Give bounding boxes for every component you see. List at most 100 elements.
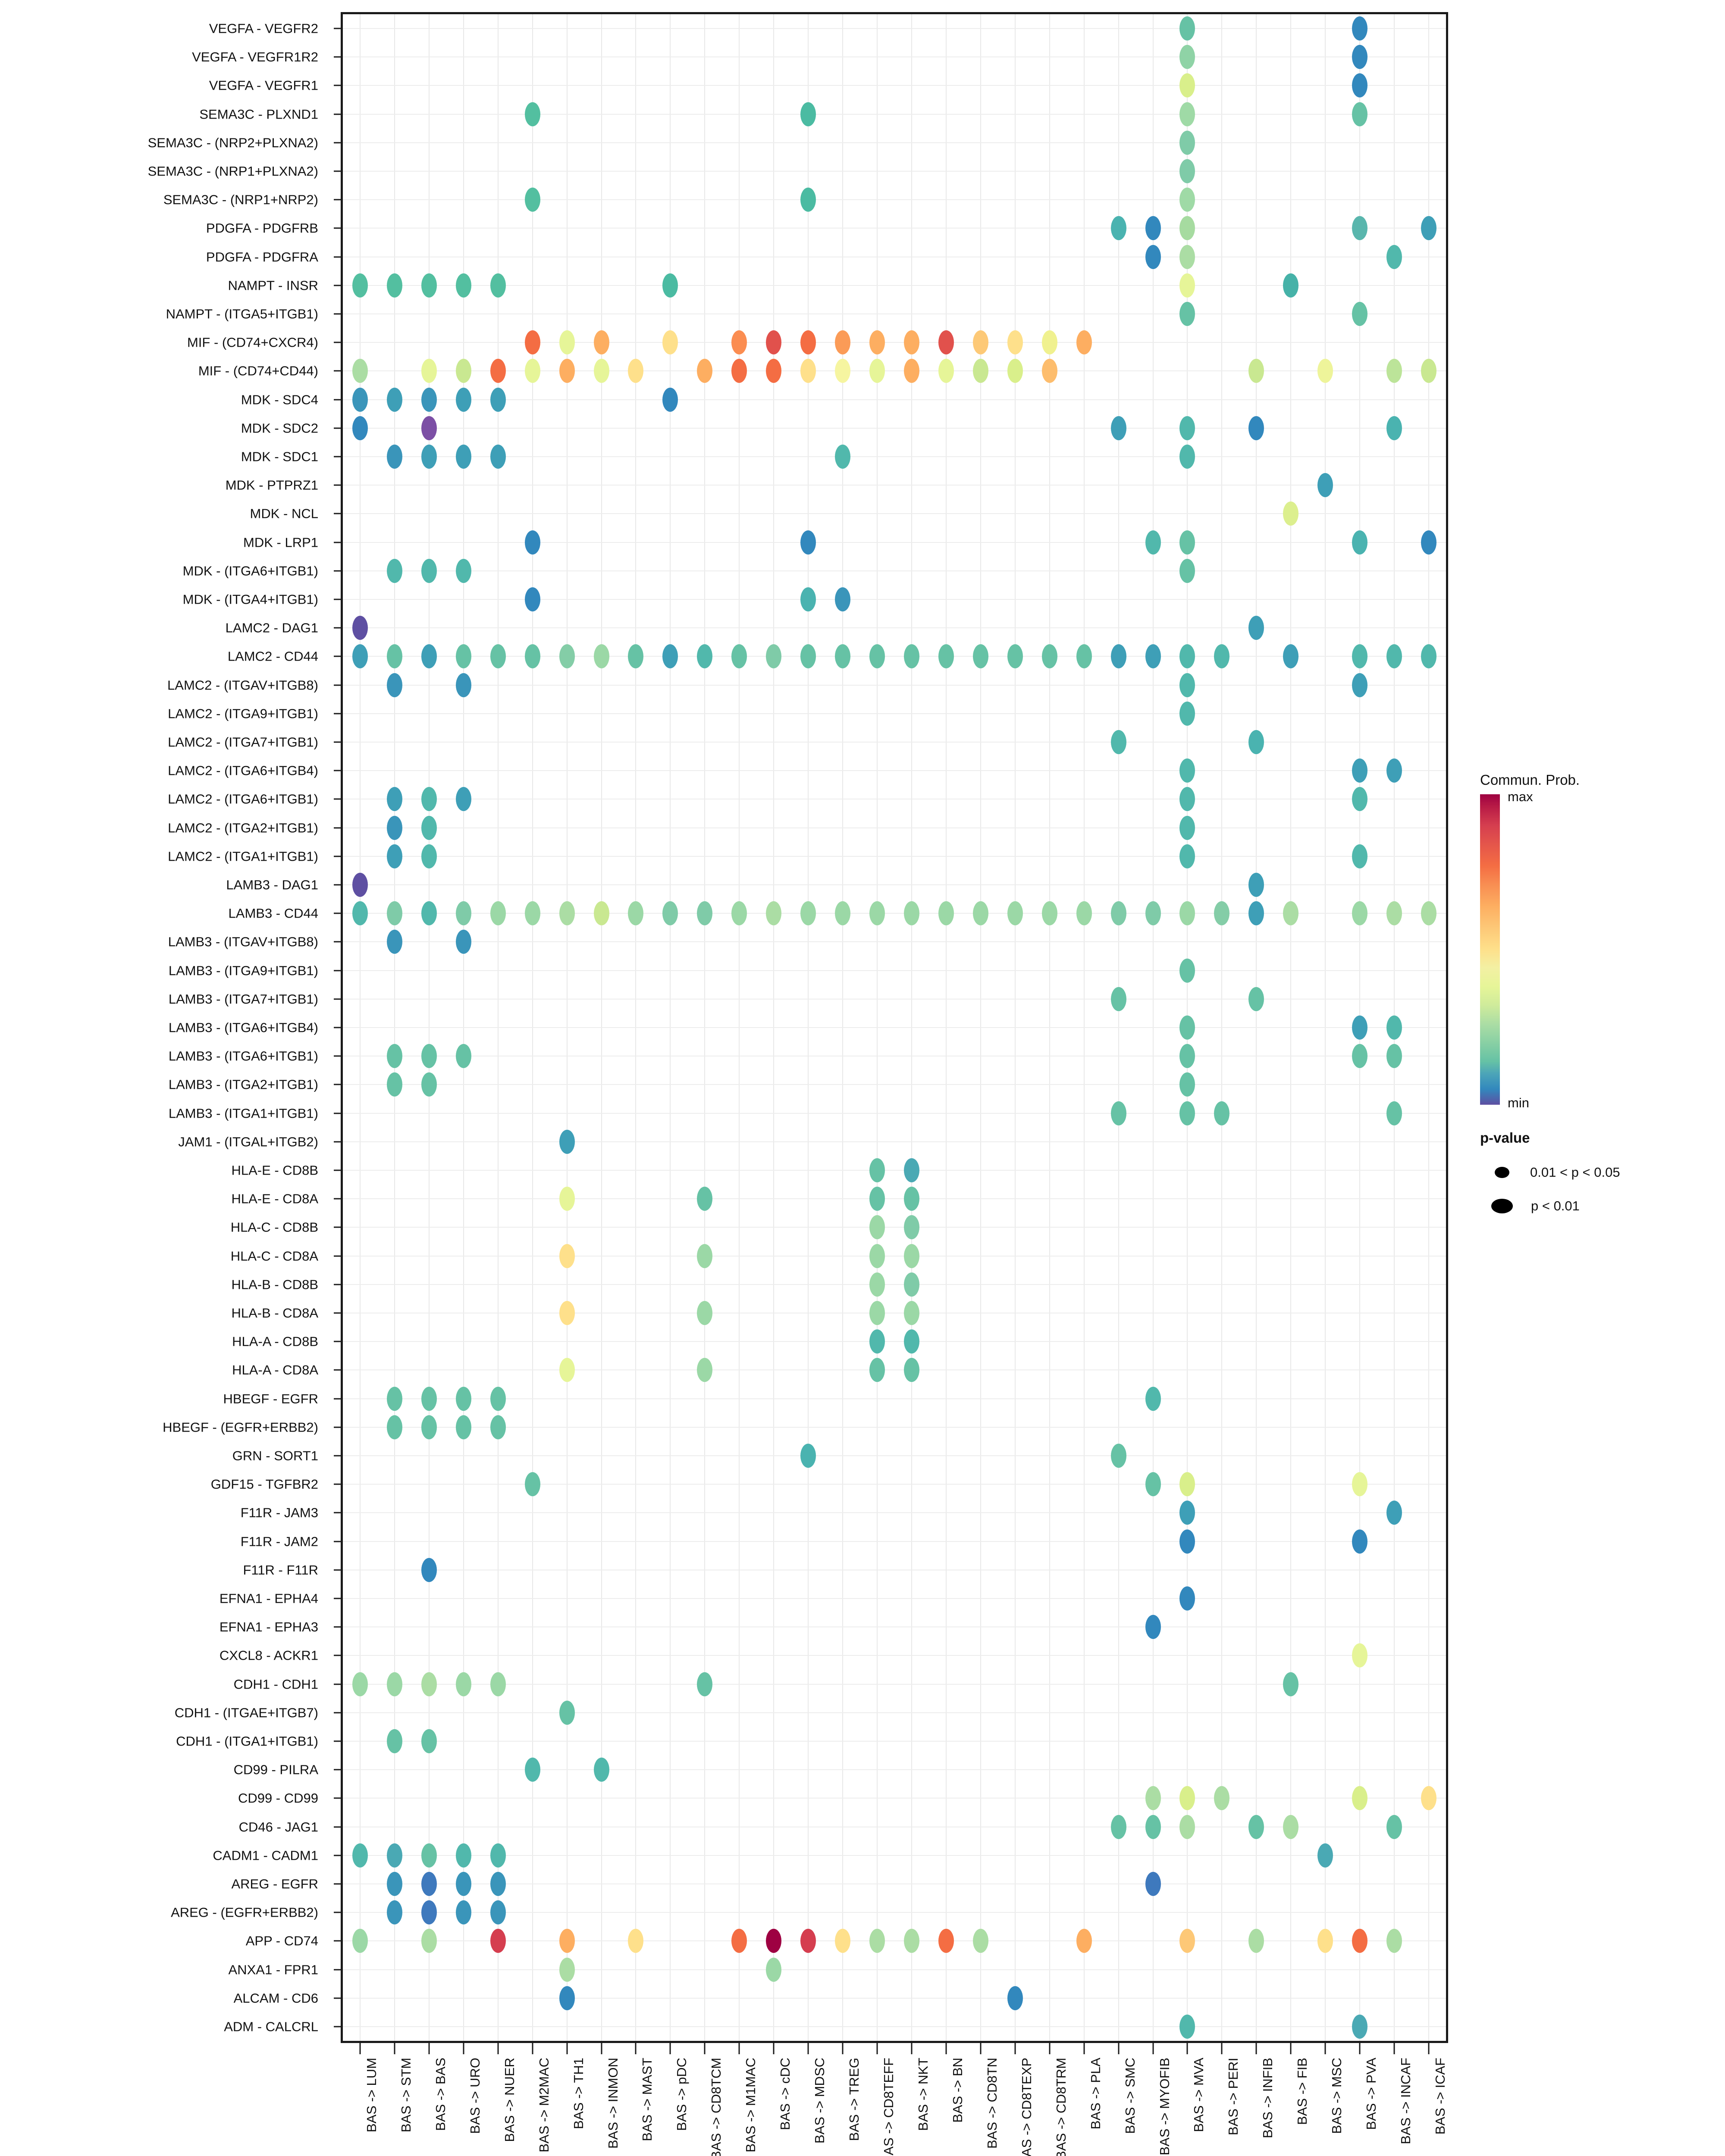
horizontal-gridline <box>343 1198 1446 1200</box>
communication-dot <box>421 1729 437 1753</box>
y-axis-tick <box>334 1826 341 1828</box>
y-axis-tick <box>334 1483 341 1485</box>
y-axis-label: LAMC2 - (ITGAV+ITGB8) <box>167 677 318 693</box>
communication-dot <box>524 530 540 555</box>
communication-dot <box>421 1386 437 1411</box>
horizontal-gridline <box>343 513 1446 514</box>
y-axis-tick <box>334 713 341 714</box>
communication-dot <box>662 273 678 298</box>
communication-dot <box>1352 901 1368 926</box>
communication-dot <box>1110 1101 1126 1125</box>
y-axis-label: LAMB3 - (ITGA2+ITGB1) <box>168 1077 318 1092</box>
y-axis-tick <box>334 684 341 686</box>
communication-dot <box>455 787 471 812</box>
communication-dot <box>593 644 609 669</box>
horizontal-gridline <box>343 827 1446 828</box>
communication-dot <box>903 1158 919 1182</box>
y-axis-tick <box>334 627 341 629</box>
y-axis-tick <box>334 2026 341 2028</box>
communication-dot <box>972 1929 988 1953</box>
y-axis-tick <box>334 1341 341 1342</box>
y-axis-label: CDH1 - (ITGA1+ITGB1) <box>176 1733 318 1749</box>
communication-dot <box>1214 901 1230 926</box>
y-axis-tick <box>334 85 341 86</box>
communication-dot <box>421 1557 437 1582</box>
y-axis-tick <box>334 1512 341 1514</box>
communication-dot <box>835 445 851 469</box>
communication-dot <box>421 1871 437 1896</box>
communication-dot <box>1110 644 1126 669</box>
communication-dot <box>421 1843 437 1868</box>
y-axis-label: LAMC2 - CD44 <box>227 649 318 664</box>
x-axis-tick <box>1118 2043 1120 2054</box>
y-axis-label: MDK - SDC1 <box>241 449 318 464</box>
horizontal-gridline <box>343 28 1446 29</box>
x-axis-label: BAS -> MVA <box>1191 2058 1207 2132</box>
communication-dot <box>559 901 575 926</box>
x-axis-tick <box>1290 2043 1292 2054</box>
y-axis-tick <box>334 1455 341 1457</box>
y-axis-tick <box>334 1797 341 1799</box>
y-axis-label: MDK - NCL <box>250 506 318 521</box>
x-axis-tick <box>876 2043 878 2054</box>
y-axis-tick <box>334 1912 341 1913</box>
communication-dot <box>559 1700 575 1725</box>
y-axis-label: LAMB3 - (ITGA1+ITGB1) <box>168 1106 318 1121</box>
y-axis-label: HLA-E - CD8B <box>231 1163 318 1178</box>
communication-dot <box>903 1358 919 1382</box>
communication-dot <box>1386 359 1402 383</box>
communication-dot <box>800 530 816 555</box>
communication-dot <box>1352 530 1368 555</box>
communication-dot <box>731 901 747 926</box>
y-axis-label: VEGFA - VEGFR1R2 <box>192 49 318 65</box>
communication-dot <box>1283 1672 1299 1696</box>
x-axis-tick <box>1359 2043 1361 2054</box>
communication-dot <box>1179 16 1195 41</box>
communication-dot <box>1283 273 1299 298</box>
communication-dot <box>1110 216 1126 241</box>
x-axis-label: BAS -> FIB <box>1295 2058 1310 2125</box>
communication-dot <box>1179 1929 1195 1953</box>
communication-dot <box>386 815 402 840</box>
y-axis-label: HLA-A - CD8B <box>232 1334 318 1349</box>
communication-dot <box>662 387 678 412</box>
communication-dot <box>835 359 851 383</box>
pvalue-big-dot-icon <box>1491 1199 1513 1213</box>
horizontal-gridline <box>343 1484 1446 1485</box>
y-axis-tick <box>334 1712 341 1714</box>
y-axis-label: LAMC2 - (ITGA7+ITGB1) <box>168 734 318 750</box>
horizontal-gridline <box>343 542 1446 543</box>
y-axis-tick <box>334 199 341 201</box>
y-axis-tick <box>334 599 341 600</box>
communication-dot <box>524 359 540 383</box>
horizontal-gridline <box>343 1341 1446 1342</box>
communication-dot <box>1352 673 1368 697</box>
y-axis-tick <box>334 770 341 771</box>
y-axis-label: CADM1 - CADM1 <box>213 1848 318 1863</box>
y-axis-label: CDH1 - (ITGAE+ITGB7) <box>174 1705 318 1720</box>
communication-dot <box>662 644 678 669</box>
communication-dot <box>455 901 471 926</box>
y-axis-tick <box>334 912 341 914</box>
x-axis-tick <box>1393 2043 1395 2054</box>
y-axis-label: MDK - SDC4 <box>241 392 318 407</box>
y-axis-label: HLA-B - CD8A <box>231 1305 318 1321</box>
communication-dot <box>1110 416 1126 440</box>
communication-dot <box>697 1672 713 1696</box>
communication-dot <box>697 1300 713 1325</box>
communication-dot <box>869 330 885 355</box>
communication-dot <box>1317 359 1333 383</box>
communication-dot <box>1076 901 1092 926</box>
communication-dot <box>421 1929 437 1953</box>
communication-dot <box>386 787 402 812</box>
communication-dot <box>386 445 402 469</box>
communication-dot <box>1179 1586 1195 1611</box>
y-axis-tick <box>334 998 341 1000</box>
communication-dot <box>766 644 782 669</box>
communication-dot <box>1145 1871 1161 1896</box>
communication-dot <box>490 1415 506 1439</box>
communication-dot <box>1386 416 1402 440</box>
y-axis-label: F11R - F11R <box>243 1562 318 1578</box>
communication-dot <box>559 1129 575 1154</box>
x-axis-tick <box>1083 2043 1085 2054</box>
